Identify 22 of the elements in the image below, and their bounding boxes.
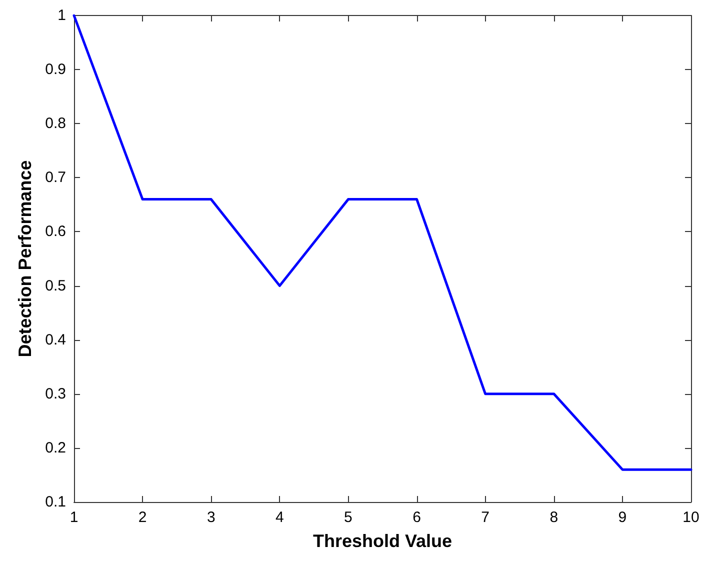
y-tick-label: 0.3 <box>45 385 66 402</box>
y-tick-label: 0.7 <box>45 169 66 186</box>
y-tick-label: 0.4 <box>45 331 66 348</box>
x-tick-label: 6 <box>412 509 421 526</box>
y-tick-label: 0.5 <box>45 277 66 294</box>
x-tick-label: 7 <box>481 509 490 526</box>
x-tick-label: 8 <box>550 509 558 526</box>
x-tick-label: 1 <box>70 509 78 526</box>
x-axis-title: Threshold Value <box>312 531 452 551</box>
y-tick-label: 0.8 <box>45 115 66 132</box>
x-tick-label: 9 <box>618 509 627 526</box>
y-tick-label: 0.1 <box>45 494 66 510</box>
x-tick-label: 3 <box>206 509 216 526</box>
x-tick-label: 5 <box>344 509 352 526</box>
y-tick-label: 0.9 <box>45 61 66 78</box>
y-tick-label: 0.2 <box>45 439 66 456</box>
y-axis-title: Detection Performance <box>15 160 35 358</box>
y-tick-label: 1 <box>58 7 66 24</box>
x-tick-label: 10 <box>682 509 700 526</box>
x-tick-label: 4 <box>275 509 284 526</box>
y-tick-label: 0.6 <box>45 223 66 240</box>
x-tick-label: 2 <box>138 509 147 526</box>
